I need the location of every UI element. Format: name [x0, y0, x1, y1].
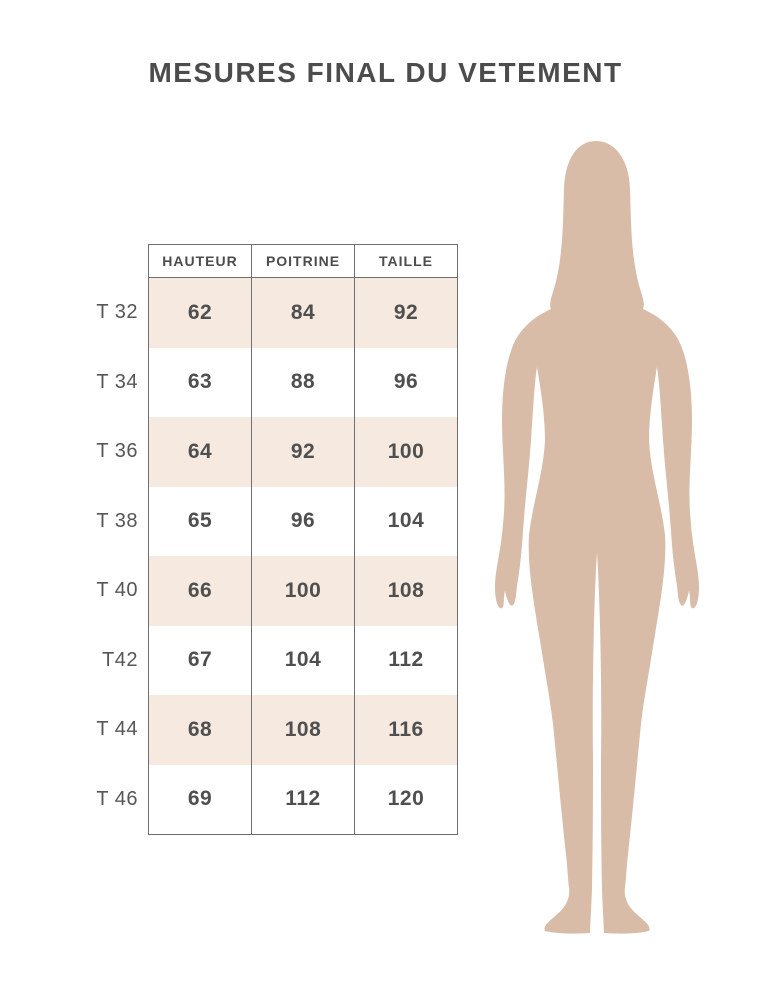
column-header-poitrine: POITRINE: [251, 245, 354, 277]
table-row: 69 112 120: [149, 764, 457, 834]
table-row: 67 104 112: [149, 625, 457, 695]
table-row: 68 108 116: [149, 695, 457, 765]
measurement-cell: 112: [354, 625, 457, 695]
row-label: T 44: [96, 718, 138, 741]
table-row: 63 88 96: [149, 347, 457, 417]
size-chart: T 32 T 34 T 36 T 38 T 40 T42 T 44 T 46 HAUTEUR P…: [88, 244, 458, 835]
measurement-cell: 68: [187, 717, 213, 741]
measurement-cell: 69: [187, 787, 213, 811]
measurement-cell: 116: [354, 695, 457, 765]
measurement-cell: 120: [354, 764, 457, 834]
page-title: MESURES FINAL DU VETEMENT: [148, 57, 623, 88]
row-label: T 34: [96, 370, 138, 393]
measurement-cell: 100: [354, 417, 457, 487]
measurement-cell: 108: [251, 695, 354, 765]
measurement-cell: 108: [354, 556, 457, 626]
row-label: T 40: [96, 579, 138, 602]
measurement-cell: 88: [251, 347, 354, 417]
measurement-cell: 63: [187, 370, 213, 394]
column-header-hauteur: HAUTEUR: [162, 253, 238, 269]
table-row: 65 96 104: [149, 486, 457, 556]
measurement-cell: 64: [187, 439, 213, 463]
measurement-cell: 96: [251, 486, 354, 556]
column-header-taille: TAILLE: [354, 245, 457, 277]
measurement-cell: 92: [251, 417, 354, 487]
measurement-cell: 96: [354, 347, 457, 417]
table-body: 62 84 92 63 88 96 64 92 100 65 96 104 66 100 108 67 104 1…: [149, 278, 457, 834]
measurement-cell: 66: [187, 578, 213, 602]
table-header-row: HAUTEUR POITRINE TAILLE: [149, 245, 457, 278]
row-label: T 36: [96, 440, 138, 463]
row-label: T 46: [96, 787, 138, 810]
row-label: T 38: [96, 509, 138, 532]
measurement-cell: 104: [251, 625, 354, 695]
measurement-cell: 84: [251, 278, 354, 348]
woman-silhouette: [495, 141, 699, 934]
row-label: T 32: [96, 301, 138, 324]
measurement-cell: 67: [187, 648, 213, 672]
table-row: 66 100 108: [149, 556, 457, 626]
measurement-cell: 104: [354, 486, 457, 556]
table-row: 64 92 100: [149, 417, 457, 487]
measurement-cell: 100: [251, 556, 354, 626]
measurement-cell: 112: [251, 764, 354, 834]
table-row: 62 84 92: [149, 278, 457, 348]
woman-silhouette-path: [495, 141, 699, 934]
measurements-table: HAUTEUR POITRINE TAILLE 62 84 92 63 88 96 64 92 10…: [148, 244, 458, 835]
row-labels-column: T 32 T 34 T 36 T 38 T 40 T42 T 44 T 46: [88, 278, 138, 835]
measurement-cell: 65: [187, 509, 213, 533]
measurement-cell: 62: [187, 300, 213, 324]
measurement-cell: 92: [354, 278, 457, 348]
row-label: T42: [102, 648, 138, 671]
